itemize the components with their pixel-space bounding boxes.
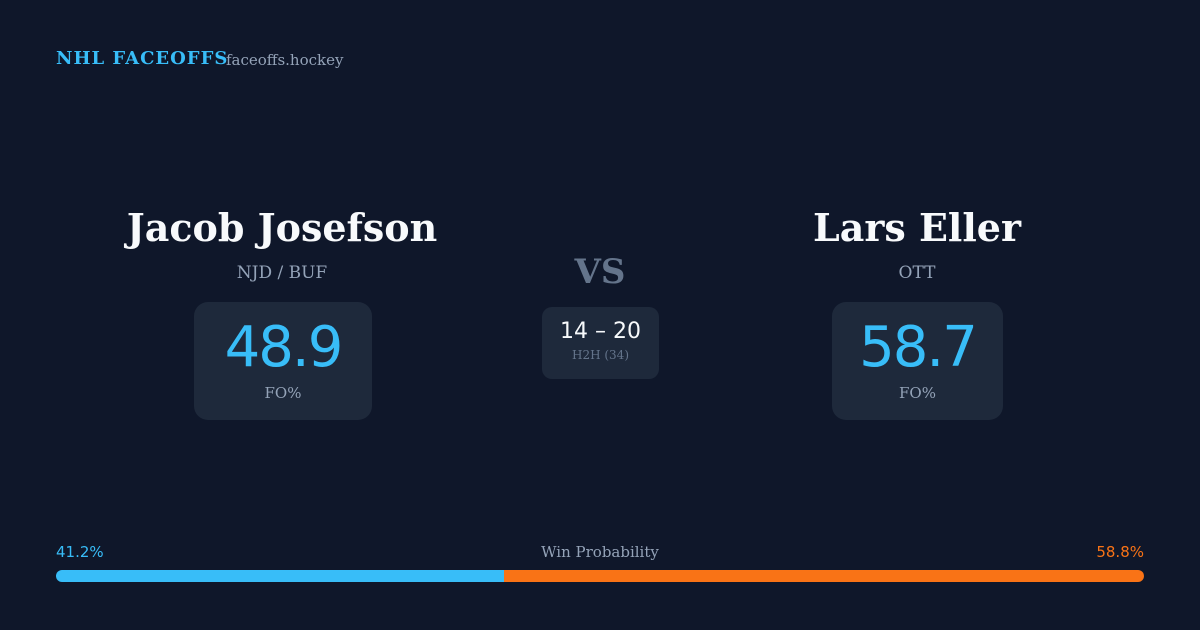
h2h-label: H2H (34): [571, 348, 629, 362]
site: faceoffs.hockey: [226, 51, 344, 69]
fo-pct: 48.9: [224, 315, 344, 380]
win-prob-segment: [56, 570, 505, 582]
fo-card: 48.9 FO%: [194, 302, 372, 420]
player-teams: NJD / BUF: [236, 263, 328, 283]
fo-pct: 58.7: [859, 315, 978, 380]
win-prob-label: Win Probability: [541, 543, 659, 561]
fo-label: FO%: [264, 384, 302, 402]
win-prob-bar: [56, 570, 1144, 582]
win-prob-segment: [504, 570, 1144, 582]
brand: NHL FACEOFFS: [56, 48, 229, 69]
player-name: Lars Eller: [812, 205, 1022, 250]
fo-card: 58.7 FO%: [832, 302, 1003, 420]
player-name: Jacob Josefson: [126, 205, 438, 250]
win-prob-left: 41.2%: [56, 543, 104, 561]
fo-label: FO%: [899, 384, 936, 402]
player-teams: OTT: [898, 263, 936, 283]
h2h-card: 14 – 20 H2H (34): [542, 307, 659, 379]
versus: VS: [574, 252, 626, 292]
h2h-score: 14 – 20: [560, 319, 641, 344]
win-prob-right: 58.8%: [1096, 543, 1144, 561]
